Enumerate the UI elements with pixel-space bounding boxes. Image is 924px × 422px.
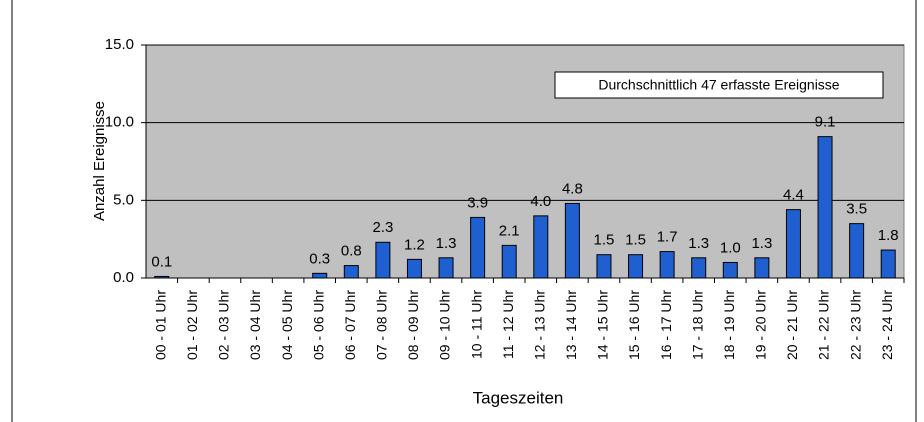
value-label: 0.8 — [341, 243, 362, 260]
bar — [438, 257, 454, 279]
value-label: 1.2 — [404, 236, 425, 253]
y-tick-label: 5.0 — [113, 191, 134, 208]
annotation-box — [554, 71, 884, 99]
bar — [754, 257, 770, 279]
x-tick-label: 16 - 17 Uhr — [658, 290, 674, 360]
y-axis-label: Anzahl Ereignisse — [91, 101, 108, 221]
x-tick-label: 10 - 11 Uhr — [468, 290, 484, 359]
value-label: 1.3 — [688, 235, 709, 252]
value-label: 4.8 — [562, 180, 583, 197]
bar — [375, 241, 391, 279]
bar — [406, 258, 422, 279]
x-tick-label: 11 - 12 Uhr — [500, 290, 516, 359]
value-label: 2.3 — [372, 219, 393, 236]
x-tick-label: 04 - 05 Uhr — [279, 290, 295, 360]
y-tick-label: 15.0 — [105, 36, 134, 53]
value-label: 1.8 — [878, 227, 899, 244]
x-tick-label: 12 - 13 Uhr — [531, 290, 547, 360]
bar — [564, 202, 580, 279]
x-tick-label: 20 - 21 Uhr — [784, 290, 800, 360]
bar — [659, 251, 675, 279]
bar — [691, 257, 707, 279]
bar — [722, 261, 738, 279]
x-tick-label: 14 - 15 Uhr — [595, 290, 611, 360]
bar — [628, 254, 644, 279]
bar — [154, 275, 170, 279]
x-tick-label: 22 - 23 Uhr — [847, 290, 863, 360]
value-label: 3.9 — [467, 194, 488, 211]
value-label: 1.5 — [625, 232, 646, 249]
x-tick-label: 01 - 02 Uhr — [184, 290, 200, 360]
x-tick-label: 13 - 14 Uhr — [563, 290, 579, 360]
bar — [501, 244, 517, 279]
x-tick-label: 21 - 22 Uhr — [816, 290, 832, 360]
x-tick-label: 05 - 06 Uhr — [310, 290, 326, 360]
x-tick-label: 23 - 24 Uhr — [879, 290, 895, 360]
bar — [880, 249, 896, 279]
bar — [312, 272, 328, 279]
x-tick-label: 07 - 08 Uhr — [374, 290, 390, 360]
value-label: 0.3 — [309, 250, 330, 267]
bar — [849, 223, 865, 279]
value-label: 1.0 — [720, 239, 741, 256]
bar — [533, 215, 549, 279]
value-label: 4.4 — [783, 187, 804, 204]
x-tick-label: 19 - 20 Uhr — [753, 290, 769, 360]
annotation: Durchschnittlich 47 erfasste Ereignisse — [598, 77, 839, 93]
x-tick-label: 08 - 09 Uhr — [405, 290, 421, 360]
value-label: 2.1 — [499, 222, 520, 239]
y-tick-label: 10.0 — [105, 114, 134, 131]
y-tick-label: 0.0 — [113, 269, 134, 286]
bar — [785, 209, 801, 279]
value-label: 3.5 — [846, 201, 867, 218]
x-tick-label: 03 - 04 Uhr — [247, 290, 263, 360]
value-label: 1.3 — [436, 235, 457, 252]
x-tick-label: 17 - 18 Uhr — [689, 290, 705, 360]
x-axis-label: Tageszeiten — [473, 388, 564, 407]
x-tick-label: 02 - 03 Uhr — [216, 290, 232, 360]
value-label: 1.7 — [657, 229, 678, 246]
value-label: 9.1 — [815, 114, 836, 131]
x-tick-label: 09 - 10 Uhr — [437, 290, 453, 360]
value-label: 4.0 — [530, 193, 551, 210]
bar — [817, 136, 833, 279]
value-label: 1.5 — [594, 232, 615, 249]
bar — [343, 265, 359, 279]
value-label: 1.3 — [751, 235, 772, 252]
bar — [596, 254, 612, 279]
x-tick-label: 06 - 07 Uhr — [342, 290, 358, 360]
x-tick-label: 15 - 16 Uhr — [626, 290, 642, 360]
value-label: 0.1 — [151, 253, 172, 270]
x-tick-label: 18 - 19 Uhr — [721, 290, 737, 360]
x-tick-label: 00 - 01 Uhr — [152, 290, 168, 360]
bar — [470, 216, 486, 279]
